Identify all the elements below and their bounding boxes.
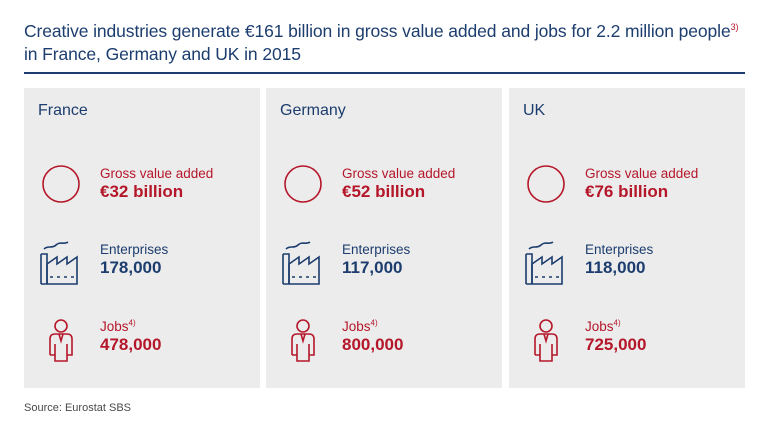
country-name: France [38,102,88,119]
title-footnote: 3) [730,22,739,33]
enterprises-row: Enterprises 118,000 [523,236,738,286]
jobs-label: Jobs4) [342,319,378,334]
jobs-value: 725,000 [585,335,647,354]
enterprises-label: Enterprises [100,242,169,257]
enterprises-row: Enterprises 117,000 [280,236,495,286]
infographic-title: Creative industries generate €161 billio… [24,20,754,66]
country-name: Germany [280,102,346,119]
gva-value: €32 billion [100,182,184,201]
country-panel-france: France Gross value added €32 billion Ent… [24,88,260,388]
jobs-footnote: 4) [128,318,136,328]
enterprises-value: 118,000 [585,258,646,277]
title-line-2: in France, Germany and UK in 2015 [24,44,301,64]
gva-label: Gross value added [100,166,214,181]
circle-icon [284,165,322,203]
jobs-footnote: 4) [370,318,378,328]
gva-label: Gross value added [585,166,699,181]
jobs-value: 478,000 [100,335,162,354]
jobs-value: 800,000 [342,335,404,354]
gva-label: Gross value added [342,166,456,181]
title-divider [24,72,745,74]
factory-icon [525,241,563,285]
person-icon [291,319,315,362]
jobs-footnote: 4) [613,318,621,328]
gva-row: Gross value added €32 billion [38,160,253,210]
jobs-row: Jobs4) 800,000 [280,313,495,363]
jobs-row: Jobs4) 725,000 [523,313,738,363]
jobs-row: Jobs4) 478,000 [38,313,253,363]
enterprises-value: 117,000 [342,258,403,277]
jobs-label: Jobs4) [585,319,621,334]
enterprises-label: Enterprises [585,242,654,257]
country-name: UK [523,102,546,119]
person-icon [534,319,558,362]
enterprises-value: 178,000 [100,258,162,277]
jobs-label-text: Jobs [585,319,614,334]
jobs-label-text: Jobs [100,319,129,334]
country-panel-germany: Germany Gross value added €52 billion En… [266,88,502,388]
gva-row: Gross value added €52 billion [280,160,495,210]
gva-value: €52 billion [342,182,426,201]
jobs-label: Jobs4) [100,319,136,334]
country-panel-uk: UK Gross value added €76 billion Enterpr… [509,88,745,388]
circle-icon [42,165,80,203]
factory-icon [282,241,320,285]
enterprises-row: Enterprises 178,000 [38,236,253,286]
enterprises-label: Enterprises [342,242,411,257]
circle-icon [527,165,565,203]
source-note: Source: Eurostat SBS [24,402,131,414]
gva-row: Gross value added €76 billion [523,160,738,210]
factory-icon [40,241,78,285]
gva-value: €76 billion [585,182,669,201]
title-line-1: Creative industries generate €161 billio… [24,21,731,41]
jobs-label-text: Jobs [342,319,371,334]
person-icon [49,319,73,362]
